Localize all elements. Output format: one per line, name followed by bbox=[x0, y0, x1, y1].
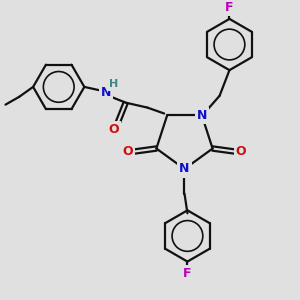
Text: N: N bbox=[197, 109, 207, 122]
Text: F: F bbox=[183, 267, 192, 280]
Text: N: N bbox=[179, 162, 190, 176]
Text: H: H bbox=[109, 79, 119, 89]
Text: N: N bbox=[101, 86, 111, 99]
Text: F: F bbox=[225, 1, 234, 13]
Text: O: O bbox=[236, 145, 247, 158]
Text: O: O bbox=[122, 145, 133, 158]
Text: O: O bbox=[109, 123, 119, 136]
